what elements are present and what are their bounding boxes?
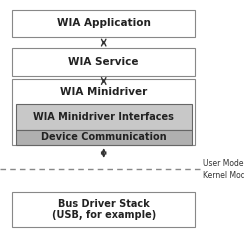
Text: WIA Application: WIA Application — [57, 18, 151, 28]
FancyBboxPatch shape — [12, 48, 195, 76]
Text: WIA Minidriver: WIA Minidriver — [60, 87, 147, 97]
FancyBboxPatch shape — [12, 79, 195, 145]
FancyBboxPatch shape — [12, 192, 195, 227]
Text: WIA Service: WIA Service — [69, 57, 139, 67]
FancyBboxPatch shape — [16, 130, 192, 145]
FancyBboxPatch shape — [12, 10, 195, 37]
FancyBboxPatch shape — [16, 104, 192, 130]
Text: Device Communication: Device Communication — [41, 132, 166, 142]
Text: Bus Driver Stack
(USB, for example): Bus Driver Stack (USB, for example) — [51, 199, 156, 220]
Text: Kernel Mode: Kernel Mode — [203, 171, 244, 180]
Text: WIA Minidriver Interfaces: WIA Minidriver Interfaces — [33, 112, 174, 122]
Text: User Mode: User Mode — [203, 159, 243, 168]
